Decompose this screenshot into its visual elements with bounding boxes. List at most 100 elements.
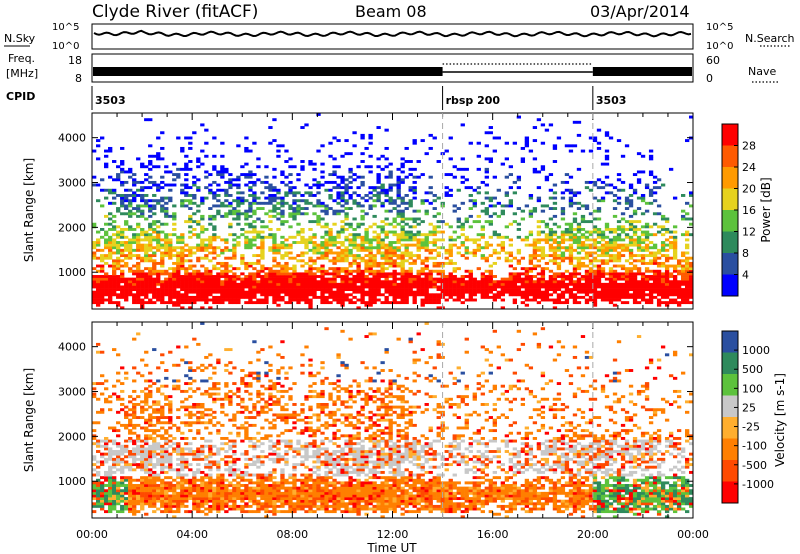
- data-cell: [116, 301, 121, 305]
- data-cell: [536, 196, 542, 200]
- data-cell: [552, 306, 558, 310]
- data-cell: [364, 282, 369, 286]
- data-cell: [364, 280, 369, 284]
- data-cell: [400, 254, 405, 258]
- data-cell: [160, 416, 165, 419]
- data-cell: [328, 272, 333, 276]
- data-cell: [376, 261, 381, 265]
- data-cell: [208, 272, 213, 276]
- data-cell: [308, 194, 313, 197]
- data-cell: [580, 264, 586, 268]
- data-cell: [208, 207, 213, 210]
- data-cell: [376, 178, 381, 182]
- data-cell: [152, 442, 157, 446]
- data-cell: [280, 290, 285, 294]
- data-cell: [120, 465, 125, 469]
- data-cell: [252, 285, 257, 289]
- data-cell: [584, 243, 590, 247]
- data-cell: [616, 288, 622, 291]
- data-cell: [352, 285, 357, 289]
- data-cell: [184, 254, 189, 258]
- data-cell: [240, 227, 245, 231]
- data-cell: [616, 277, 622, 281]
- data-cell: [684, 282, 690, 286]
- data-cell: [248, 280, 253, 284]
- data-cell: [92, 497, 97, 500]
- data-cell: [376, 280, 381, 284]
- data-cell: [336, 301, 341, 305]
- data-cell: [352, 290, 357, 294]
- data-cell: [608, 280, 614, 284]
- data-cell: [152, 489, 157, 493]
- data-cell: [184, 397, 189, 401]
- data-cell: [184, 194, 189, 197]
- data-cell: [504, 157, 509, 161]
- data-cell: [136, 489, 141, 493]
- data-cell: [244, 290, 249, 294]
- data-cell: [112, 426, 117, 430]
- data-cell: [476, 220, 481, 224]
- data-cell: [104, 476, 109, 480]
- data-cell: [108, 290, 113, 294]
- data-cell: [340, 280, 345, 284]
- data-cell: [120, 288, 125, 291]
- data-cell: [112, 282, 117, 286]
- data-cell: [180, 455, 185, 459]
- data-cell: [256, 165, 261, 169]
- data-cell: [160, 209, 165, 213]
- data-cell: [388, 241, 393, 244]
- data-cell: [332, 251, 337, 255]
- data-cell: [340, 269, 345, 273]
- data-cell: [144, 199, 149, 203]
- data-cell: [428, 191, 433, 195]
- data-cell: [592, 136, 598, 140]
- data-cell: [280, 214, 285, 218]
- noise-tick-left-high: 10^5: [52, 22, 79, 33]
- data-cell: [460, 233, 465, 237]
- data-cell: [128, 269, 133, 273]
- data-cell: [168, 254, 173, 258]
- data-cell: [484, 207, 489, 210]
- data-cell: [576, 222, 582, 226]
- data-cell: [664, 220, 670, 224]
- data-cell: [192, 295, 197, 299]
- data-cell: [360, 238, 365, 242]
- data-cell: [384, 191, 389, 195]
- data-cell: [148, 162, 153, 166]
- data-cell: [144, 118, 149, 122]
- data-cell: [200, 288, 205, 291]
- data-cell: [228, 301, 233, 305]
- data-cell: [252, 212, 257, 216]
- data-cell: [444, 285, 449, 289]
- data-cell: [352, 235, 357, 239]
- data-cell: [576, 264, 582, 268]
- data-cell: [332, 235, 337, 239]
- data-cell: [308, 303, 313, 307]
- noise-panel: [91, 23, 694, 50]
- data-cell: [296, 233, 301, 237]
- data-cell: [588, 267, 594, 271]
- data-cell: [664, 254, 670, 258]
- data-cell: [484, 282, 489, 286]
- data-cell: [212, 235, 217, 239]
- data-cell: [300, 285, 305, 289]
- data-cell: [312, 251, 317, 255]
- data-cell: [620, 212, 626, 216]
- data-cell: [248, 209, 253, 213]
- data-cell: [132, 282, 137, 286]
- data-cell: [140, 212, 145, 216]
- data-cell: [148, 395, 153, 399]
- data-cell: [296, 178, 301, 182]
- data-cell: [596, 209, 602, 213]
- data-cell: [480, 272, 485, 276]
- data-cell: [688, 290, 694, 294]
- data-cell: [472, 251, 477, 255]
- data-cell: [632, 243, 638, 247]
- data-cell: [396, 204, 401, 208]
- data-cell: [124, 507, 129, 511]
- data-cell: [176, 264, 181, 268]
- data-cell: [484, 259, 489, 263]
- data-cell: [608, 238, 614, 242]
- data-cell: [168, 476, 173, 480]
- data-cell: [100, 136, 105, 140]
